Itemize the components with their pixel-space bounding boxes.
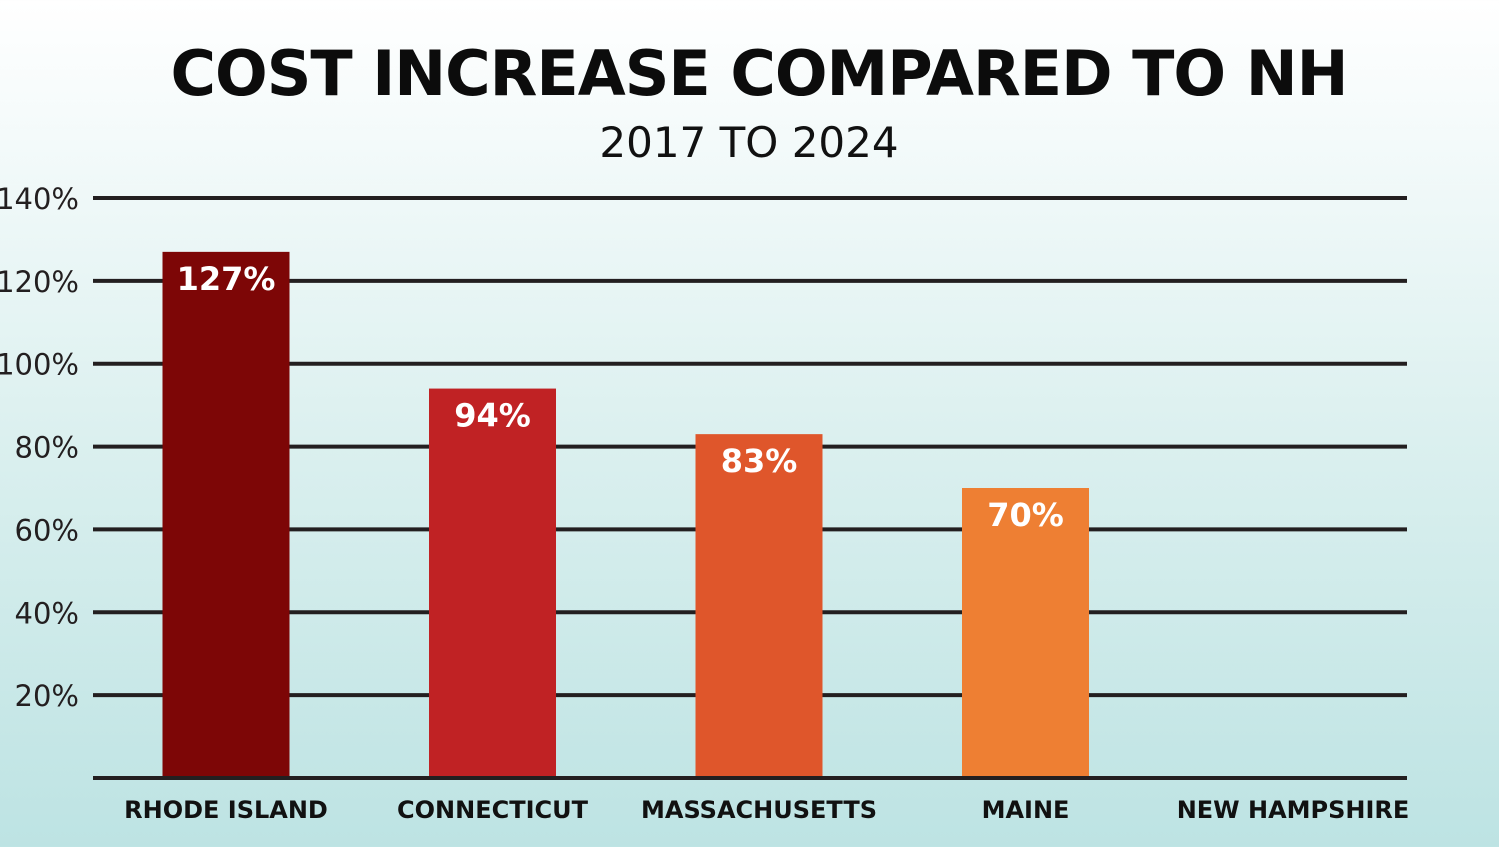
bars — [162, 251, 1089, 776]
y-tick-label: 40% — [15, 596, 79, 630]
bar-value-label: 70% — [987, 496, 1064, 534]
y-tick-label: 80% — [15, 431, 79, 465]
bar-rhode-island — [162, 251, 290, 776]
x-axis-category-labels: RHODE ISLAND CONNECTICUT MASSACHUSETTS MAIN… — [124, 796, 1409, 824]
bar-value-label: 127% — [177, 260, 276, 298]
bar-connecticut — [429, 388, 556, 776]
chart-title: COST INCREASE COMPARED TO NH — [170, 37, 1348, 110]
y-tick-label: 20% — [15, 679, 79, 713]
bar-value-labels: 127% 94% 83% 70% — [177, 260, 1064, 534]
x-category-label: MASSACHUSETTS — [641, 796, 877, 824]
y-axis-tick-labels: 20% 40% 60% 80% 100% 120% 140% — [0, 182, 79, 713]
bar-value-label: 83% — [721, 442, 798, 480]
y-tick-label: 100% — [0, 348, 79, 382]
y-tick-label: 120% — [0, 265, 79, 299]
y-tick-label: 140% — [0, 182, 79, 216]
y-tick-label: 60% — [15, 513, 79, 547]
x-category-label: MAINE — [982, 796, 1070, 824]
bar-maine — [962, 488, 1089, 776]
x-category-label: NEW HAMPSHIRE — [1177, 796, 1410, 824]
bar-massachusetts — [695, 434, 823, 776]
x-category-label: RHODE ISLAND — [124, 796, 328, 824]
x-category-label: CONNECTICUT — [397, 796, 589, 824]
bar-value-label: 94% — [454, 397, 531, 435]
chart-subtitle: 2017 TO 2024 — [599, 118, 899, 167]
